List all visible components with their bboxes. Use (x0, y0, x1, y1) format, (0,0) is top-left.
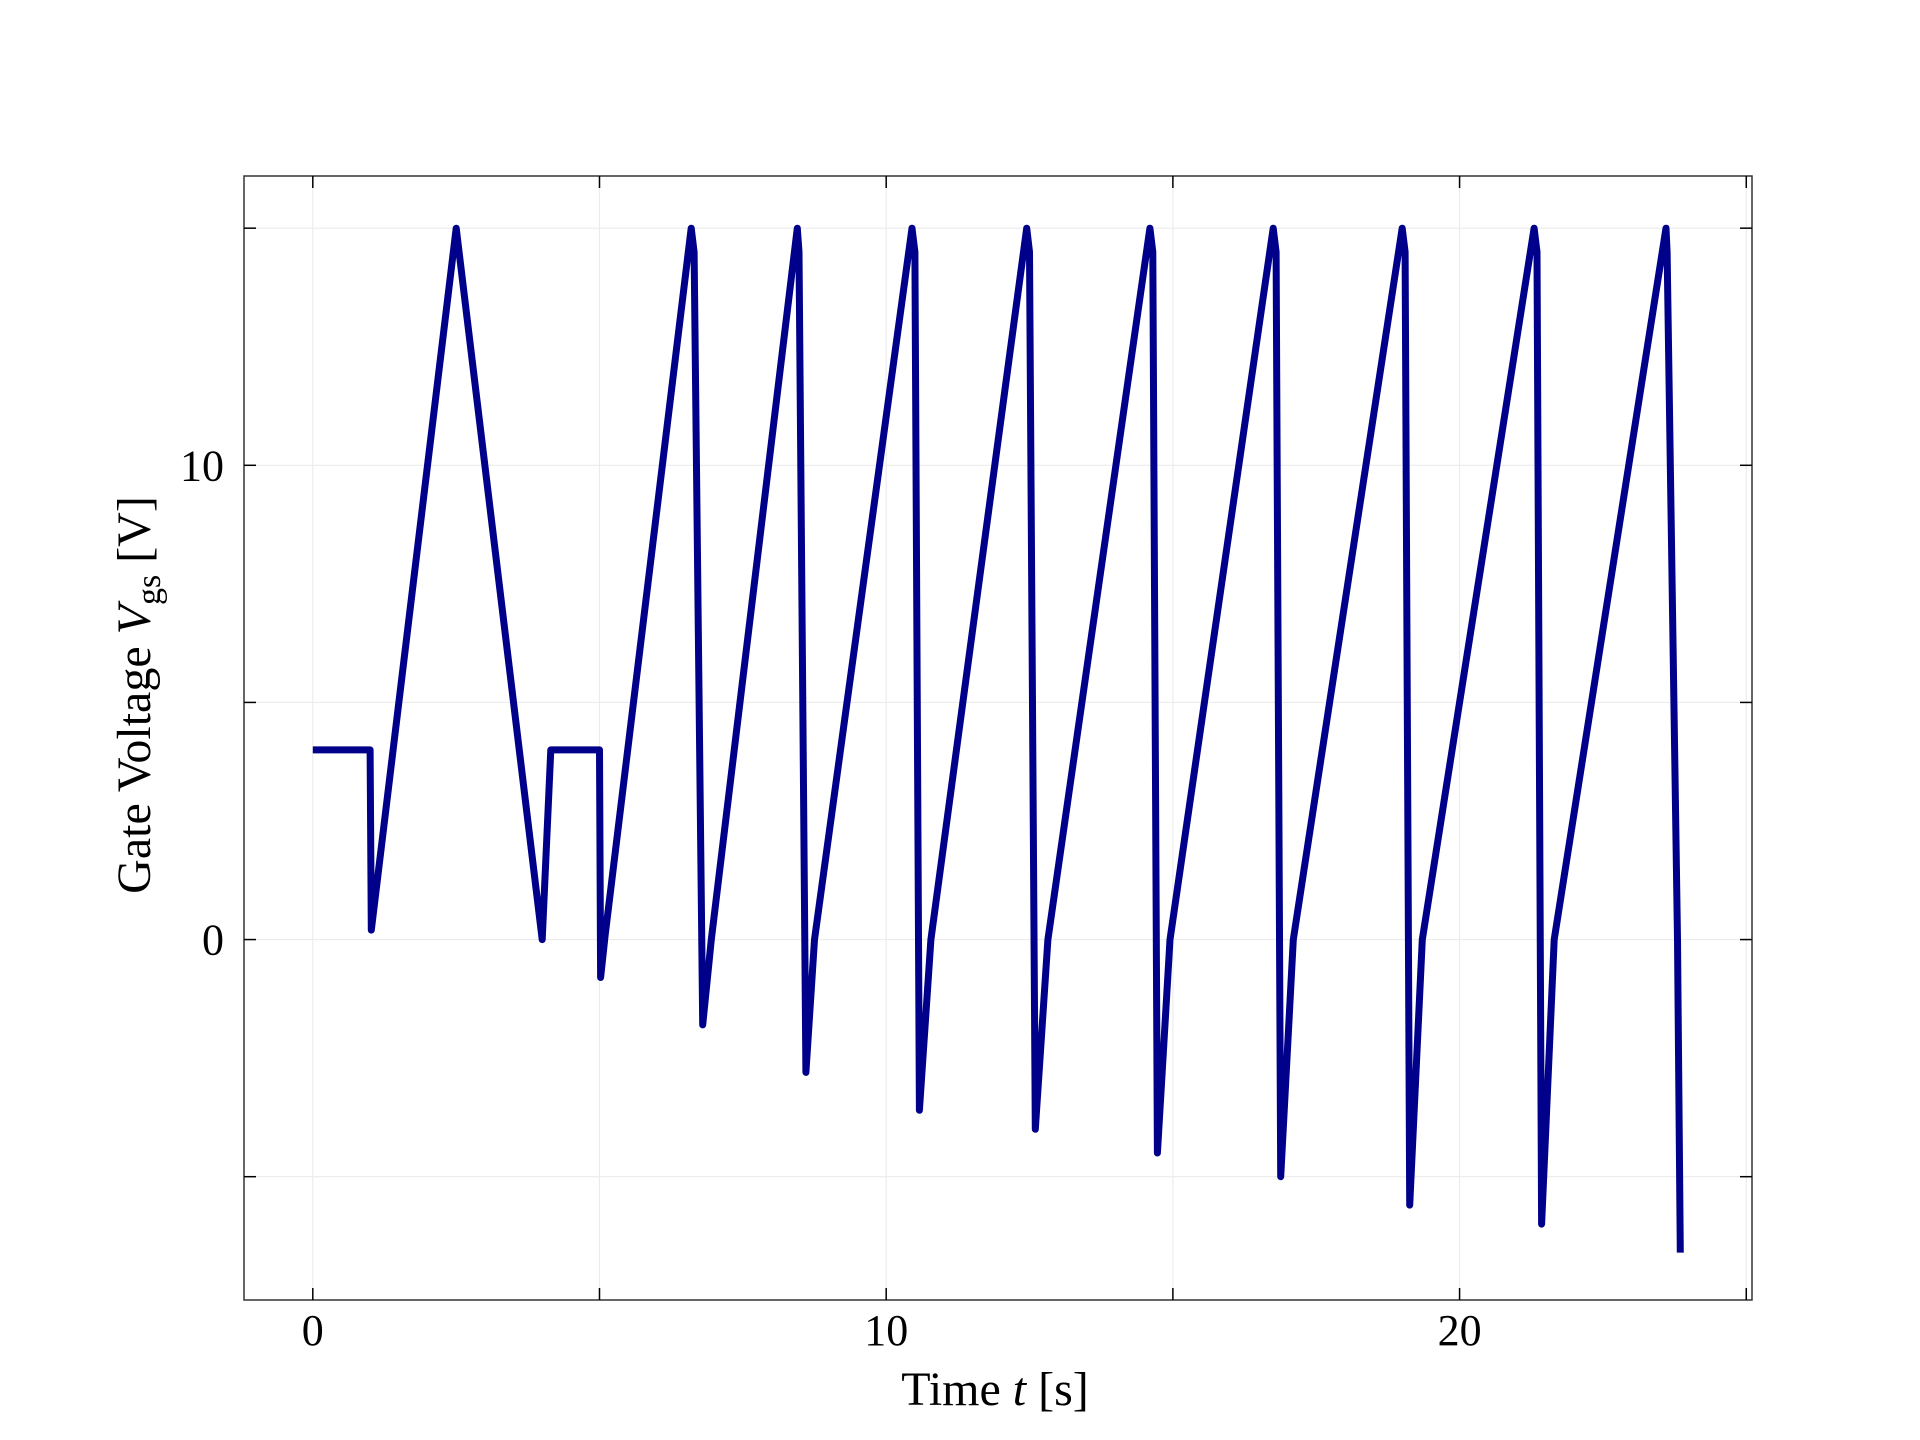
ticks (244, 176, 1752, 1300)
tick-labels: 0 10 20 0 10 (180, 441, 1482, 1355)
y-tick-label: 10 (180, 441, 224, 490)
y-tick-label: 0 (202, 916, 224, 965)
x-tick-label: 20 (1438, 1306, 1482, 1355)
y-axis-label: Gate Voltage Vgs [V] (108, 496, 168, 894)
plot-frame (243, 175, 1753, 1301)
grid (244, 176, 1752, 1300)
series-line (312, 224, 1684, 1253)
x-tick-label: 10 (864, 1306, 908, 1355)
x-axis-label: Time t [s] (901, 1363, 1089, 1416)
x-tick-label: 0 (302, 1306, 324, 1355)
